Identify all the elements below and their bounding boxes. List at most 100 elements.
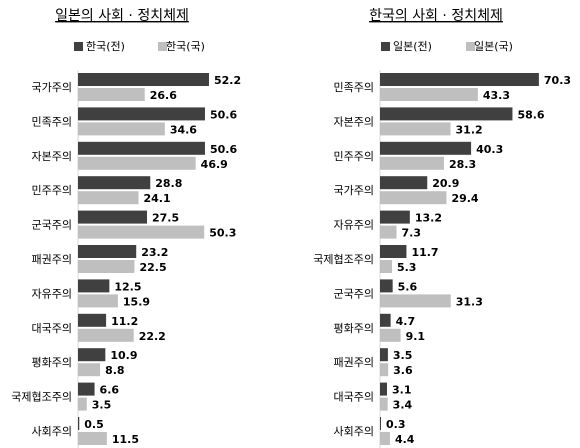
category-label: 국가주의 xyxy=(334,184,374,197)
value-label: 23.2 xyxy=(141,246,168,259)
value-label: 4.7 xyxy=(396,315,416,328)
category-label: 평화주의 xyxy=(32,356,72,369)
value-label: 11.2 xyxy=(111,315,138,328)
value-label: 70.3 xyxy=(544,74,571,87)
value-label: 34.6 xyxy=(170,123,197,136)
bar xyxy=(380,176,428,190)
value-label: 26.6 xyxy=(150,89,177,102)
bar xyxy=(380,88,478,101)
value-label: 3.5 xyxy=(393,349,413,362)
value-label: 7.3 xyxy=(402,227,422,240)
category-label: 대국주의 xyxy=(32,322,72,335)
value-label: 31.2 xyxy=(456,123,483,136)
value-label: 6.6 xyxy=(100,384,120,397)
value-label: 46.9 xyxy=(201,158,228,171)
legend-swatch xyxy=(74,42,83,51)
value-label: 24.1 xyxy=(143,192,170,205)
legend-label: 일본(전) xyxy=(393,39,432,53)
bar xyxy=(380,279,393,293)
value-label: 3.6 xyxy=(393,364,413,377)
bar xyxy=(78,122,165,136)
value-label: 5.3 xyxy=(397,261,417,274)
value-label: 50.3 xyxy=(209,227,236,240)
legend-swatch xyxy=(158,42,167,51)
bar xyxy=(380,141,472,155)
value-label: 3.5 xyxy=(92,399,112,412)
value-label: 22.2 xyxy=(139,330,166,343)
bar xyxy=(380,245,407,258)
bar xyxy=(380,191,447,205)
value-label: 13.2 xyxy=(415,212,442,225)
category-label: 국가주의 xyxy=(32,81,72,94)
category-label: 민족주의 xyxy=(32,115,72,128)
legend-label: 한국(전) xyxy=(86,40,125,53)
value-label: 29.4 xyxy=(451,192,478,205)
bar xyxy=(78,417,80,430)
value-label: 11.7 xyxy=(411,246,438,259)
value-label: 0.5 xyxy=(84,418,104,431)
category-label: 자유주의 xyxy=(334,219,374,232)
bar xyxy=(380,260,392,273)
bar xyxy=(78,107,205,121)
category-label: 군국주의 xyxy=(32,219,72,232)
category-label: 민주주의 xyxy=(32,184,72,197)
category-label: 자유주의 xyxy=(32,287,72,300)
bar xyxy=(78,279,110,293)
value-label: 27.5 xyxy=(152,212,179,225)
category-label: 대국주의 xyxy=(334,391,374,404)
category-label: 국제협조주의 xyxy=(313,253,374,266)
bar xyxy=(78,210,147,224)
bar xyxy=(78,156,196,170)
bar xyxy=(78,225,205,239)
category-label: 자본주의 xyxy=(334,115,374,128)
bar xyxy=(78,397,87,411)
value-label: 28.3 xyxy=(449,158,476,171)
bar xyxy=(380,210,410,224)
chart-title: 한국의 사회 · 정치체제 xyxy=(369,8,503,24)
bar xyxy=(78,294,118,308)
bar xyxy=(78,260,135,273)
value-label: 8.8 xyxy=(105,364,125,377)
value-label: 5.6 xyxy=(398,280,418,293)
category-label: 민족주의 xyxy=(334,81,374,94)
bar xyxy=(78,141,205,155)
bar xyxy=(78,88,145,101)
value-label: 12.5 xyxy=(114,280,141,293)
value-label: 3.1 xyxy=(392,384,412,397)
bar xyxy=(78,432,107,445)
value-label: 31.3 xyxy=(456,295,483,308)
value-label: 20.9 xyxy=(432,177,459,190)
bar xyxy=(380,73,539,86)
bar xyxy=(380,294,451,308)
category-label: 사회주의 xyxy=(32,425,72,438)
bar xyxy=(78,348,106,362)
category-label: 군국주의 xyxy=(334,287,374,300)
bar xyxy=(78,328,134,342)
value-label: 10.9 xyxy=(110,349,137,362)
value-label: 43.3 xyxy=(483,89,510,102)
category-label: 자본주의 xyxy=(32,150,72,163)
bar xyxy=(380,313,391,327)
bar xyxy=(380,382,388,396)
category-label: 민주주의 xyxy=(334,150,374,163)
value-label: 52.2 xyxy=(214,74,241,87)
bar xyxy=(380,397,388,411)
bar xyxy=(380,225,397,239)
bar xyxy=(380,348,388,362)
value-label: 50.6 xyxy=(210,108,237,121)
value-label: 40.3 xyxy=(476,143,503,156)
bar xyxy=(380,107,513,121)
value-label: 58.6 xyxy=(517,108,544,121)
value-label: 50.6 xyxy=(210,143,237,156)
chart-title: 일본의 사회 · 정치체제 xyxy=(55,8,189,24)
category-label: 패권주의 xyxy=(334,356,374,369)
value-label: 9.1 xyxy=(406,330,426,343)
bar xyxy=(78,245,137,258)
value-label: 0.3 xyxy=(386,418,406,431)
bar xyxy=(380,417,381,430)
bar xyxy=(78,363,101,377)
bar xyxy=(380,363,389,377)
value-label: 4.4 xyxy=(395,433,415,446)
